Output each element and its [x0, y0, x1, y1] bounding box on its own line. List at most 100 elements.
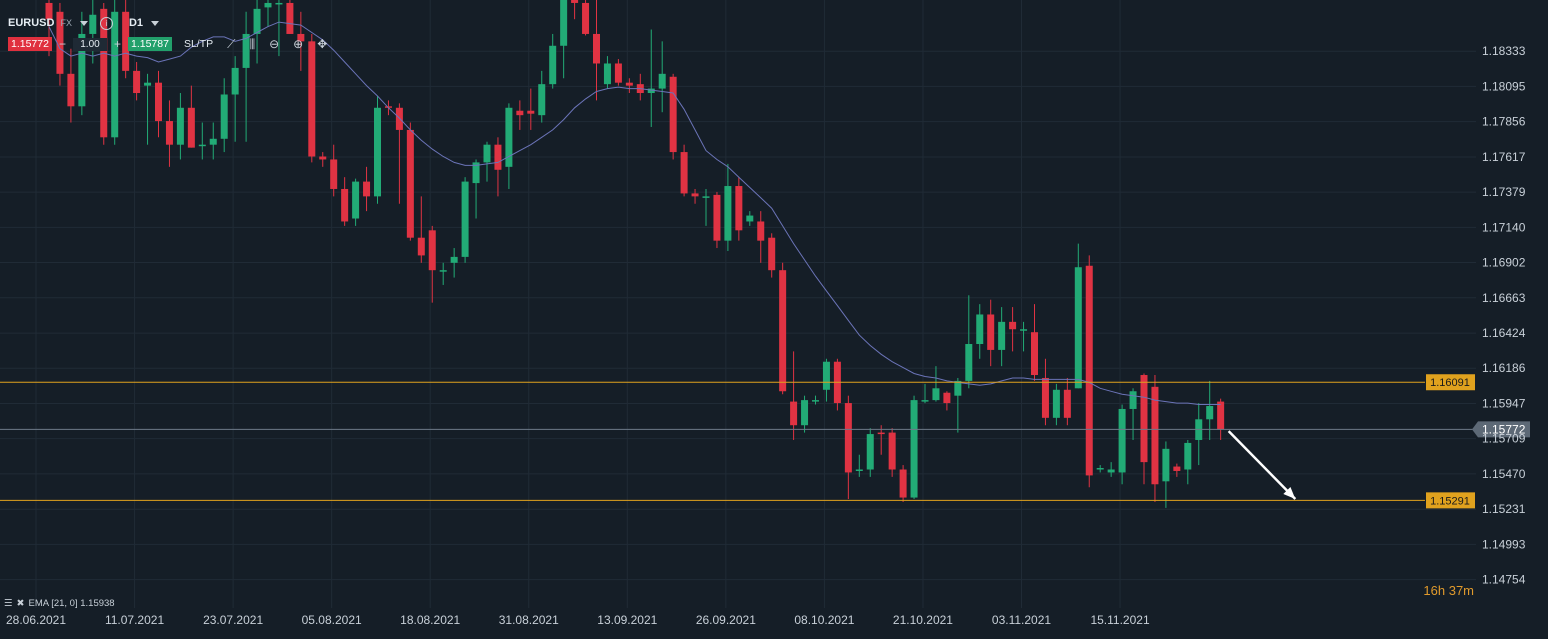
symbol-label[interactable]: EURUSD: [8, 17, 55, 29]
bear-candle: [593, 33, 600, 64]
time-axis-background: [0, 608, 1548, 639]
bull-candle: [910, 400, 918, 498]
crosshair-icon[interactable]: ✥: [317, 37, 328, 51]
sell-button[interactable]: 1.15772: [8, 37, 52, 51]
resistance-level-label: 1.16091: [1430, 377, 1470, 389]
date-tick-label: 18.08.2021: [400, 613, 460, 627]
bull-candle: [1184, 442, 1192, 470]
bull-candle: [461, 181, 469, 257]
bear-candle: [1173, 466, 1181, 471]
bear-candle: [516, 110, 524, 116]
price-tick-label: 1.15470: [1482, 467, 1526, 481]
price-tick-label: 1.15709: [1482, 432, 1526, 446]
bear-candle: [1140, 375, 1148, 463]
bull-candle: [144, 82, 152, 86]
bull-candle: [253, 8, 261, 34]
bear-candle: [406, 129, 414, 238]
bull-candle: [812, 400, 819, 402]
bear-candle: [691, 193, 699, 197]
date-tick-label: 23.07.2021: [203, 613, 263, 627]
bear-candle: [56, 11, 64, 74]
bull-candle: [374, 107, 381, 197]
bear-candle: [1151, 386, 1159, 485]
bear-candle: [735, 186, 743, 231]
support-level-tag: [1426, 492, 1475, 509]
bear-candle: [67, 73, 75, 107]
bear-candle: [1085, 265, 1093, 476]
indicator-remove-icon[interactable]: ✖: [16, 598, 25, 609]
quantity-decrease-button[interactable]: −: [58, 37, 66, 51]
timeframe-label[interactable]: D1: [128, 17, 144, 29]
bull-candle: [822, 361, 830, 390]
date-tick-label: 13.09.2021: [597, 613, 657, 627]
bull-candle: [198, 144, 206, 147]
bear-candle: [297, 33, 305, 42]
timeframe-dropdown-icon[interactable]: [151, 20, 160, 26]
bear-candle: [122, 11, 130, 71]
price-axis[interactable]: 1.18333 1.18095 1.17856 1.17617 1.17379 1.171…: [1482, 44, 1526, 586]
bull-candle: [176, 107, 184, 145]
bull-candle: [647, 88, 655, 94]
bear-candle: [669, 76, 677, 153]
bear-candle: [888, 432, 896, 470]
sltp-button[interactable]: SL/TP: [183, 38, 214, 50]
bull-candle: [658, 73, 666, 89]
indicator-settings-icon[interactable]: ☰: [4, 598, 13, 609]
levels: 1.16091 1.15291 1.15772: [0, 374, 1530, 509]
bull-candle: [724, 186, 732, 241]
candles-icon[interactable]: ⫼: [249, 36, 256, 51]
price-tick-label: 1.17856: [1482, 115, 1526, 129]
bull-candle: [1020, 329, 1028, 331]
bear-candle: [330, 159, 338, 189]
time-axis[interactable]: 28.06.2021 11.07.2021 23.07.2021 05.08.2021…: [0, 608, 1548, 639]
price-tick-label: 1.17617: [1482, 150, 1526, 164]
bull-candle: [483, 144, 491, 163]
quantity-increase-button[interactable]: +: [113, 37, 121, 51]
line-chart-icon[interactable]: ⟋: [227, 36, 236, 51]
projection-arrow-head: [1283, 486, 1296, 500]
bear-candle: [713, 194, 721, 241]
support-level-label: 1.15291: [1430, 495, 1470, 507]
buy-button[interactable]: 1.15787: [128, 37, 172, 51]
bear-candle: [308, 41, 316, 157]
info-icon[interactable]: i: [99, 16, 113, 30]
bull-candle: [549, 45, 557, 85]
bull-candle: [965, 344, 973, 381]
bull-candle: [1074, 267, 1082, 389]
bear-candle: [1031, 332, 1038, 376]
zoom-out-icon[interactable]: ⊖: [269, 37, 280, 51]
bear-candle: [1009, 321, 1017, 330]
indicator-legend: ☰ ✖ EMA [21, 0] 1.15938: [4, 598, 115, 609]
price-tick-label: 1.16663: [1482, 291, 1526, 305]
zoom-in-icon[interactable]: ⊕: [293, 37, 304, 51]
ema-line: [48, 21, 1221, 405]
bear-candle: [187, 107, 195, 148]
bull-candle: [264, 2, 272, 8]
bear-candle: [680, 152, 688, 194]
date-tick-label: 31.08.2021: [499, 613, 559, 627]
bull-candle: [603, 63, 611, 85]
bull-candle: [450, 256, 458, 263]
bull-candle: [746, 215, 754, 222]
projection-arrow-line: [1227, 430, 1297, 500]
projection: [1227, 430, 1297, 500]
bull-candle: [702, 196, 710, 198]
bull-candle: [78, 33, 86, 107]
quantity-input[interactable]: 1.00: [72, 37, 107, 51]
bull-candle: [1096, 468, 1104, 470]
candles: [45, 0, 1225, 508]
bear-candle: [527, 110, 535, 114]
bull-candle: [1107, 469, 1115, 473]
bear-candle: [133, 70, 141, 94]
bear-candle: [987, 314, 995, 350]
bull-candle: [1162, 448, 1170, 482]
date-tick-label: 28.06.2021: [6, 613, 66, 627]
date-tick-label: 15.11.2021: [1090, 613, 1149, 627]
bear-candle: [417, 237, 425, 256]
price-tick-label: 1.15947: [1482, 397, 1526, 411]
date-tick-label: 03.11.2021: [992, 613, 1051, 627]
bull-candle: [242, 33, 250, 68]
symbol-dropdown-icon[interactable]: [79, 20, 88, 26]
date-tick-label: 08.10.2021: [794, 613, 854, 627]
